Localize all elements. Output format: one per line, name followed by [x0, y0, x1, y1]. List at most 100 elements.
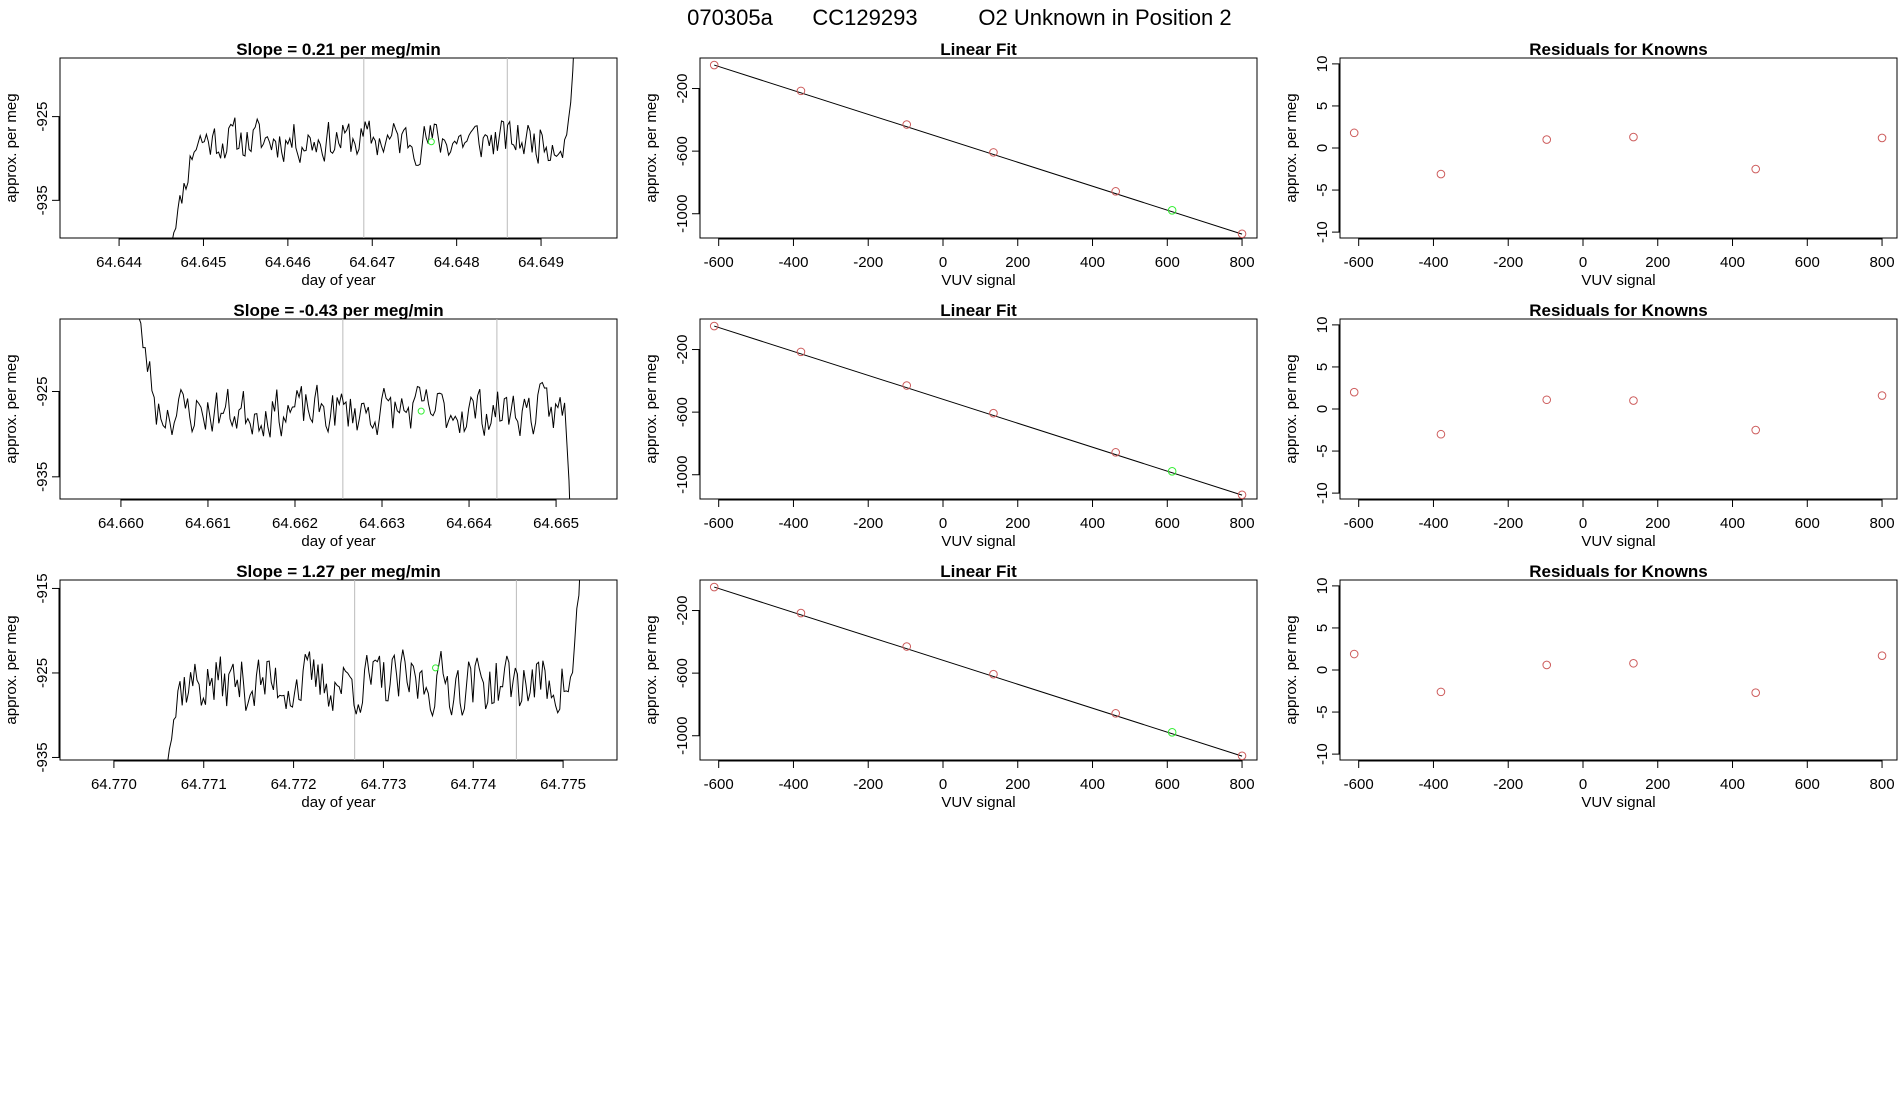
plot-frame [699, 318, 1258, 500]
known-point [709, 582, 719, 592]
x-tick-label: 64.648 [434, 254, 480, 271]
y-tick-label: -925 [34, 658, 51, 688]
x-tick-label: 0 [939, 776, 947, 793]
y-axis-label: approx. per meg [3, 615, 20, 724]
known-point [1542, 395, 1552, 405]
unknown-point [1167, 205, 1177, 215]
x-axis-label: VUV signal [941, 533, 1015, 550]
x-axis: -600 -400 -200 0 200 400 600 800 [1344, 499, 1895, 532]
y-axis: -200 -600 -1000 [674, 74, 700, 233]
x-tick-label: 64.647 [349, 254, 395, 271]
x-tick-label: 600 [1155, 254, 1180, 271]
x-tick-label: 600 [1155, 776, 1180, 793]
known-point [1237, 229, 1247, 238]
unknown-point [1167, 466, 1177, 476]
plot-area [138, 319, 571, 499]
y-tick-label: -925 [34, 376, 51, 406]
x-tick-label: -200 [853, 515, 883, 532]
known-point [1751, 164, 1760, 174]
y-tick-label: 0 [1314, 666, 1331, 674]
x-tick-label: 64.649 [518, 254, 564, 271]
x-axis-label: VUV signal [1581, 794, 1655, 811]
x-axis: 64.660 64.661 64.662 64.663 64.664 64.665 [98, 499, 579, 532]
x-tick-label: 800 [1230, 515, 1255, 532]
known-point [796, 608, 806, 618]
known-point [1349, 128, 1359, 138]
known-point [902, 381, 912, 390]
y-axis: 10 5 0 -5 -10 [1314, 317, 1340, 504]
x-tick-label: -200 [1493, 515, 1523, 532]
y-tick-label: 5 [1314, 624, 1331, 632]
figure-title-sample: CC129293 [812, 5, 917, 30]
known-point [1877, 651, 1887, 661]
x-axis-label: VUV signal [941, 272, 1015, 289]
y-axis-label: approx. per meg [643, 615, 660, 724]
x-tick-label: 600 [1155, 515, 1180, 532]
y-tick-label: 10 [1314, 317, 1331, 334]
y-axis: 10 5 0 -5 -10 [1314, 578, 1340, 765]
x-axis-label: day of year [301, 272, 375, 289]
x-tick-label: 64.662 [272, 515, 318, 532]
x-tick-label: 800 [1230, 776, 1255, 793]
plot-frame [1339, 318, 1898, 500]
unknown-marker [417, 407, 425, 415]
panel-title: Residuals for Knowns [1529, 301, 1708, 320]
residuals-panel-1: Residuals for Knowns -600 -400 -200 0 200 400 6… [1283, 40, 1898, 289]
x-tick-label: 64.775 [540, 776, 586, 793]
y-tick-label: -10 [1314, 482, 1331, 504]
x-tick-label: 64.772 [271, 776, 317, 793]
x-axis: -600 -400 -200 0 200 400 600 800 [704, 238, 1255, 271]
x-tick-label: -400 [778, 254, 808, 271]
y-axis-label: approx. per meg [3, 354, 20, 463]
plot-area [167, 580, 581, 760]
y-tick-label: -935 [34, 742, 51, 772]
y-tick-label: -935 [34, 462, 51, 492]
known-point [1237, 490, 1247, 499]
signal-trace [172, 58, 574, 238]
y-axis: -925 -935 [34, 376, 60, 492]
known-point [1542, 135, 1552, 144]
signal-trace [167, 580, 581, 760]
unknown-point [1167, 727, 1177, 737]
plot-area [1349, 387, 1887, 439]
panel-title: Linear Fit [940, 301, 1017, 320]
fit-line [714, 64, 1243, 235]
plot-frame [1339, 579, 1898, 761]
x-tick-label: 200 [1645, 515, 1670, 532]
y-tick-label: -600 [674, 397, 691, 427]
x-tick-label: -400 [778, 515, 808, 532]
x-tick-label: 200 [1645, 776, 1670, 793]
x-tick-label: 64.771 [181, 776, 227, 793]
known-point [1436, 429, 1446, 439]
x-tick-label: 64.665 [533, 515, 579, 532]
plot-area [709, 582, 1247, 760]
known-point [1237, 751, 1247, 760]
x-tick-label: 64.660 [98, 515, 144, 532]
x-tick-label: 64.664 [446, 515, 492, 532]
x-axis: 64.770 64.771 64.772 64.773 64.774 64.775 [91, 760, 586, 793]
x-tick-label: 64.645 [181, 254, 227, 271]
x-tick-label: 64.774 [450, 776, 496, 793]
x-tick-label: 600 [1795, 254, 1820, 271]
panel-title: Slope = -0.43 per meg/min [233, 301, 443, 320]
x-tick-label: 600 [1795, 776, 1820, 793]
panel-title: Residuals for Knowns [1529, 40, 1708, 59]
x-tick-label: 64.646 [265, 254, 311, 271]
y-axis: -200 -600 -1000 [674, 596, 700, 755]
y-tick-label: 0 [1314, 405, 1331, 413]
x-axis: -600 -400 -200 0 200 400 600 800 [704, 499, 1255, 532]
y-tick-label: 5 [1314, 102, 1331, 110]
x-tick-label: -200 [853, 254, 883, 271]
y-tick-label: -5 [1314, 444, 1331, 457]
plot-area [1349, 128, 1887, 179]
x-axis-label: VUV signal [1581, 533, 1655, 550]
y-tick-label: -10 [1314, 743, 1331, 765]
y-tick-label: 10 [1314, 578, 1331, 595]
y-tick-label: -10 [1314, 221, 1331, 243]
x-tick-label: 800 [1870, 254, 1895, 271]
x-tick-label: -400 [1418, 776, 1448, 793]
known-point [1111, 187, 1120, 196]
